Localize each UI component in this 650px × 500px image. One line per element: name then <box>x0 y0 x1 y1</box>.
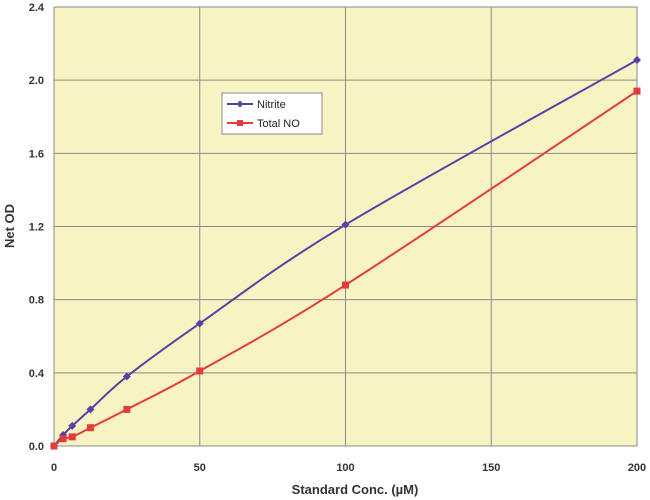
y-tick-label: 0.8 <box>29 295 44 307</box>
data-point-total-no <box>86 424 94 432</box>
data-point-total-no <box>59 435 67 443</box>
data-point-nitrite <box>341 220 350 229</box>
series-layer <box>50 56 641 450</box>
x-axis-title: Standard Conc. (µM) <box>292 482 419 497</box>
x-tick-label: 50 <box>194 462 206 474</box>
y-tick-label: 2.0 <box>29 75 44 87</box>
y-tick-label: 2.4 <box>29 2 45 14</box>
y-tick-label: 1.6 <box>29 148 44 160</box>
data-point-nitrite <box>86 405 95 414</box>
x-tick-label: 100 <box>336 462 354 474</box>
plot-border <box>53 6 638 447</box>
data-point-nitrite <box>68 421 77 430</box>
data-point-total-no <box>68 433 76 441</box>
data-point-nitrite <box>195 319 204 328</box>
legend-totalno-label: Total NO <box>257 118 300 130</box>
data-point-total-no <box>633 87 641 95</box>
y-tick-label: 0.0 <box>29 441 44 453</box>
legend-nitrite-label: Nitrite <box>257 99 286 111</box>
x-tick-label: 200 <box>628 462 646 474</box>
legend-nitrite-marker <box>236 100 244 108</box>
y-tick-label: 0.4 <box>29 368 45 380</box>
data-point-nitrite <box>122 372 131 381</box>
legend: Nitrite Total NO <box>221 92 323 135</box>
tick-labels: 0 50 100 150 200 0.0 0.4 0.8 1.2 1.6 2.0 2.4 <box>29 2 646 474</box>
data-point-total-no <box>50 442 58 450</box>
x-tick-label: 0 <box>51 462 57 474</box>
data-point-total-no <box>342 281 349 289</box>
data-point-nitrite <box>633 56 641 65</box>
y-axis-title: Net OD <box>2 204 17 248</box>
y-tick-label: 1.2 <box>29 222 44 234</box>
legend-totalno-marker <box>237 120 243 126</box>
series-line-total-no <box>53 90 638 447</box>
data-point-total-no <box>196 367 204 375</box>
x-tick-label: 150 <box>482 462 500 474</box>
legend-box <box>221 92 323 135</box>
series-line-nitrite <box>53 59 638 447</box>
data-point-total-no <box>123 405 131 413</box>
